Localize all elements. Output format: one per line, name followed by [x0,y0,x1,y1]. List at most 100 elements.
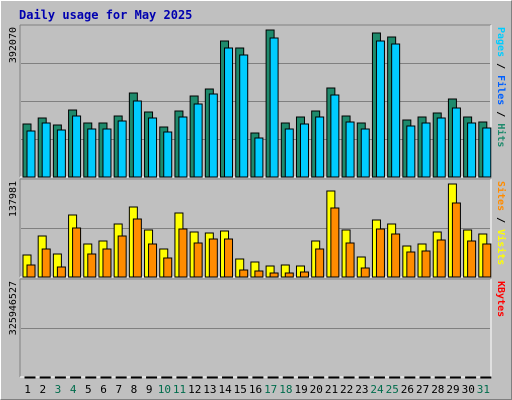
bar-kbytes-19 [297,376,309,379]
bar-kbytes-30 [465,376,477,379]
bar-files-22 [345,121,355,178]
bar-files-8 [132,100,142,178]
x-tick-label: 26 [401,383,414,396]
bar-files-2 [41,122,51,178]
x-tick-label: 6 [100,383,107,396]
legend-part: Files [495,75,507,105]
x-tick-label: 2 [39,383,46,396]
x-tick-label: 14 [218,383,232,396]
legend-part: / [495,57,506,75]
x-tick-label: 19 [294,383,307,396]
bar-files-13 [208,93,218,178]
bar-sites-2 [41,248,51,278]
bar-sites-17 [269,272,279,278]
bar-files-9 [148,117,158,178]
bar-kbytes-3 [54,376,66,379]
x-tick-label: 30 [462,383,475,396]
x-tick-label: 1 [24,383,31,396]
bar-sites-6 [102,248,112,278]
bar-kbytes-28 [434,376,446,379]
x-tick-label: 24 [370,383,384,396]
bar-files-20 [315,116,325,178]
bar-files-4 [72,115,82,178]
bar-kbytes-17 [267,376,279,379]
bar-sites-8 [132,218,142,278]
bar-sites-24 [375,228,385,278]
bar-files-25 [391,43,401,178]
bar-files-17 [269,37,279,178]
bar-sites-3 [56,266,66,278]
bar-sites-11 [178,228,188,278]
bar-kbytes-15 [237,376,249,379]
bar-files-1 [26,130,36,178]
bar-kbytes-11 [176,376,188,379]
bar-files-28 [436,117,446,178]
x-tick-label: 8 [131,383,138,396]
x-tick-label: 3 [55,383,62,396]
bar-files-18 [284,128,294,178]
x-tick-label: 29 [446,383,459,396]
legend-part: Hits [495,123,507,147]
bar-files-3 [56,129,66,178]
bar-sites-31 [482,243,492,278]
bar-sites-10 [163,257,173,278]
bar-files-11 [178,116,188,178]
x-tick-label: 28 [431,383,444,396]
bar-files-26 [406,125,416,178]
bar-kbytes-10 [161,376,173,379]
bar-kbytes-1 [24,376,36,379]
bar-kbytes-23 [358,376,370,379]
legend-part: Sites [495,181,507,211]
series-legend: KBytes [495,281,506,317]
bar-sites-14 [224,238,234,278]
bar-sites-26 [406,251,416,278]
bar-files-14 [224,47,234,178]
bar-sites-28 [436,239,446,278]
x-tick-label: 18 [279,383,292,396]
x-tick-label: 25 [386,383,399,396]
legend-part: / [495,211,506,229]
bar-sites-23 [360,267,370,278]
x-tick-label: 21 [325,383,338,396]
x-tick-label: 5 [85,383,92,396]
chart-title: Daily usage for May 2025 [19,8,193,22]
x-tick-label: 22 [340,383,353,396]
bar-files-29 [451,107,461,178]
bar-sites-20 [315,248,325,278]
bar-kbytes-14 [222,376,234,379]
bar-files-6 [102,128,112,178]
bar-files-7 [117,120,127,178]
bar-kbytes-5 [85,376,97,379]
bar-kbytes-25 [389,376,401,379]
bar-files-23 [360,128,370,178]
bar-kbytes-9 [146,376,158,379]
bar-sites-30 [467,240,477,278]
bar-kbytes-6 [100,376,112,379]
bar-sites-16 [254,270,264,278]
x-tick-label: 4 [70,383,77,396]
bar-sites-29 [451,202,461,278]
bar-files-24 [375,40,385,178]
bar-kbytes-31 [480,376,492,379]
bar-kbytes-7 [115,376,127,379]
bar-files-30 [467,122,477,178]
y-max-label: 392070 [8,27,19,63]
bar-sites-9 [148,243,158,278]
bar-kbytes-4 [70,376,82,379]
bar-kbytes-27 [419,376,431,379]
bar-sites-7 [117,235,127,278]
y-max-label: 137981 [8,181,19,217]
bar-kbytes-24 [373,376,385,379]
x-tick-label: 7 [115,383,122,396]
bar-sites-22 [345,242,355,278]
x-tick-label: 27 [416,383,429,396]
x-tick-label: 11 [173,383,186,396]
bar-sites-12 [193,242,203,278]
x-tick-label: 16 [249,383,262,396]
bar-kbytes-21 [328,376,340,379]
bar-kbytes-26 [404,376,416,379]
x-tick-label: 20 [310,383,323,396]
bar-sites-27 [421,250,431,278]
bar-files-21 [330,94,340,178]
